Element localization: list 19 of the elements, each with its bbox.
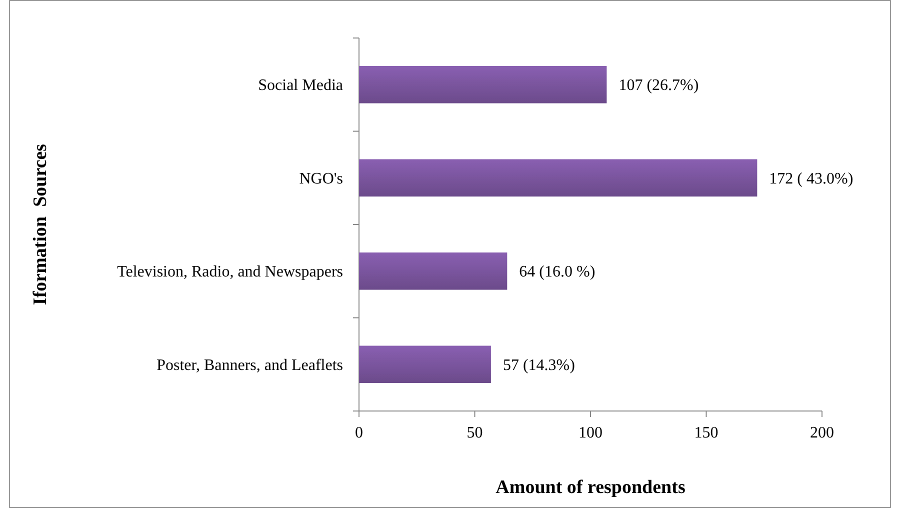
x-tick-label: 100	[578, 424, 602, 442]
data-label: 64 (16.0 %)	[519, 264, 596, 281]
x-tick-label: 0	[355, 424, 363, 442]
y-tick-label: NGO's	[299, 170, 343, 188]
x-tick-label: 50	[466, 424, 483, 442]
bar	[359, 252, 508, 290]
data-label: 172 ( 43.0%)	[769, 170, 854, 188]
bar	[359, 346, 491, 384]
data-label: 57 (14.3%)	[502, 356, 575, 374]
bar	[359, 66, 607, 104]
data-label: 107 (26.7%)	[618, 77, 699, 94]
y-tick-label: Poster, Banners, and Leaflets	[156, 356, 343, 374]
y-tick-label: Social Media	[258, 77, 343, 94]
x-tick-label: 150	[694, 424, 718, 442]
x-axis-title: Amount of respondents	[496, 477, 686, 498]
y-axis-title: Iformation Sources	[30, 144, 51, 306]
bar	[359, 159, 758, 197]
y-tick-label: Television, Radio, and Newspapers	[117, 264, 343, 281]
x-tick-label: 200	[810, 424, 834, 442]
